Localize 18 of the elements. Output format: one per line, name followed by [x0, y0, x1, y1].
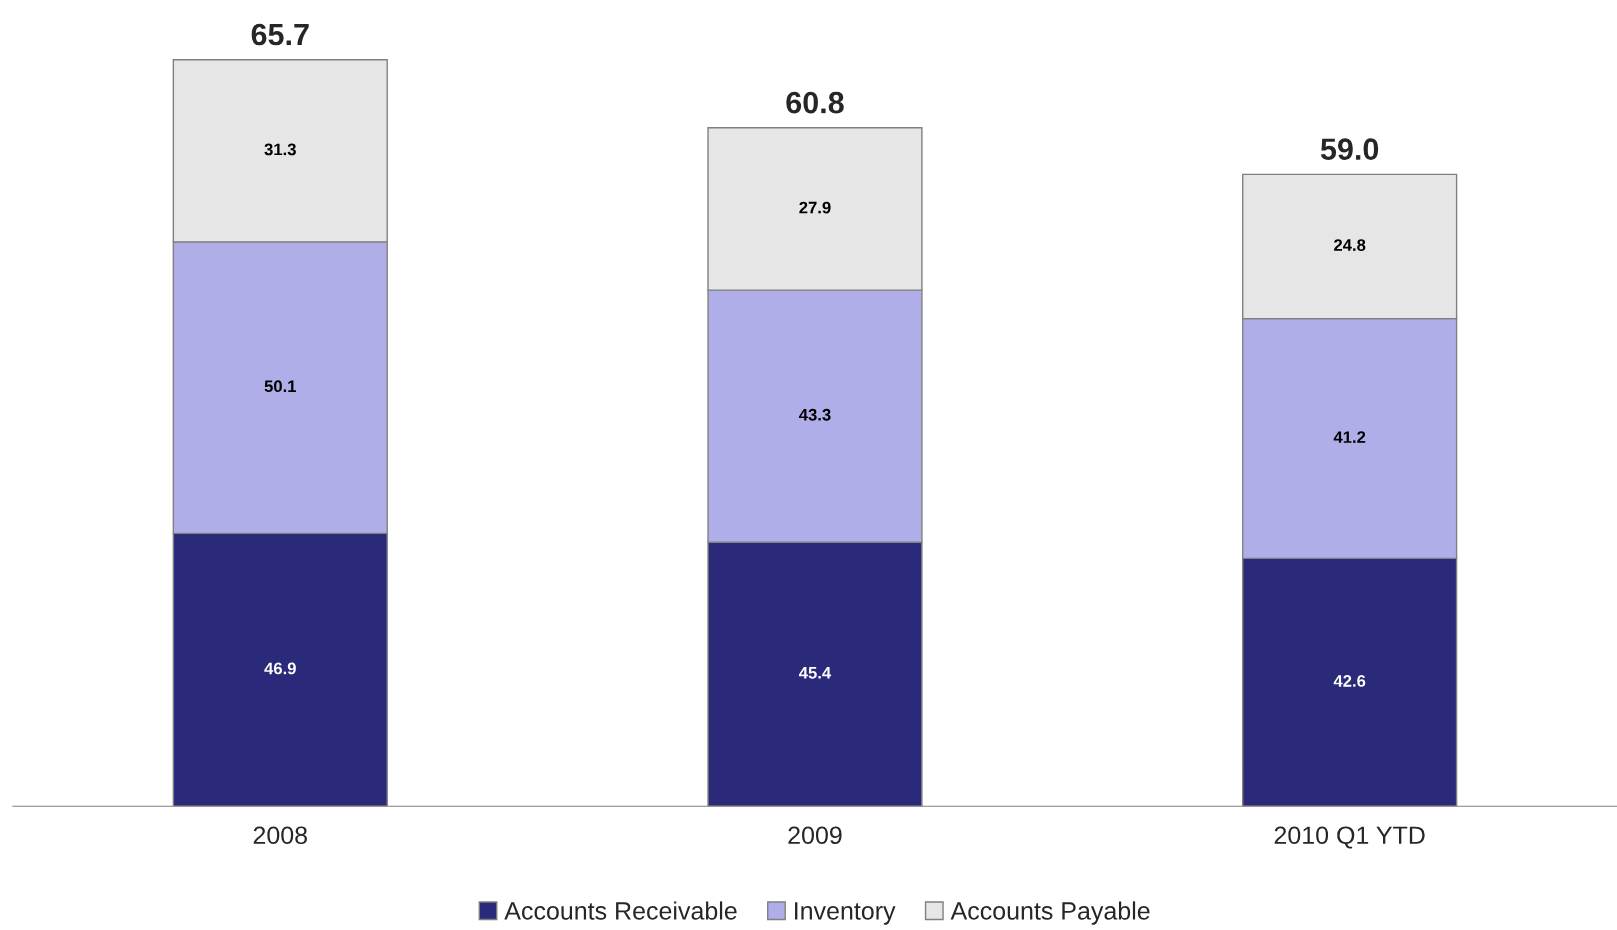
x-tick-label: 2008 [253, 826, 307, 845]
legend-label: Accounts Payable [950, 901, 1150, 925]
data-label: 50.1 [264, 380, 297, 393]
data-label: 43.3 [799, 408, 831, 421]
data-label: 24.8 [1334, 239, 1366, 251]
data-label: 46.9 [264, 662, 296, 675]
data-label: 45.4 [799, 667, 832, 679]
data-label: 42.6 [1333, 675, 1366, 687]
annotation: 59.0 [1320, 138, 1379, 160]
annotation: 60.8 [786, 91, 844, 114]
data-label: 27.9 [799, 201, 831, 214]
x-tick-label: 2009 [788, 826, 842, 845]
legend-label: Accounts Receivable [504, 901, 737, 920]
legend-label: Inventory [795, 902, 896, 925]
annotation: 65.7 [251, 23, 309, 46]
data-label: 41.2 [1333, 431, 1366, 443]
x-tick-label: 2010 Q1 YTD [1274, 826, 1425, 849]
data-label: 31.3 [264, 143, 296, 156]
